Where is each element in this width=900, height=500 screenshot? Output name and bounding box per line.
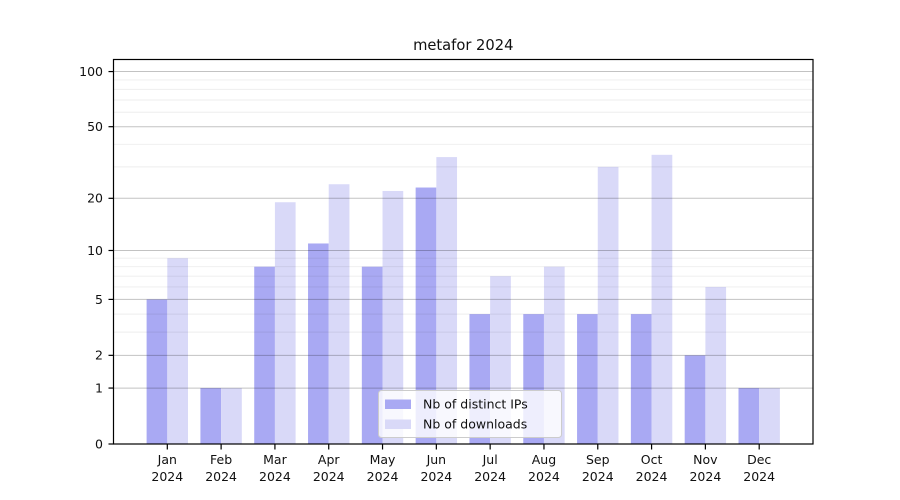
bar-ips-nov (684, 355, 706, 444)
x-tick-label-aug: Aug (532, 452, 556, 467)
legend-label-downloads: Nb of downloads (423, 417, 527, 432)
legend-swatch-ips (385, 399, 411, 409)
bar-ips-feb (200, 388, 222, 444)
x-tick-label-oct-year: 2024 (636, 469, 668, 484)
bar-ips-apr (308, 243, 329, 444)
x-tick-label-apr-year: 2024 (313, 469, 345, 484)
legend-label-ips: Nb of distinct IPs (423, 397, 528, 412)
y-tick-label-100: 100 (79, 64, 103, 79)
x-tick-label-jan-year: 2024 (151, 469, 183, 484)
x-tick-label-feb: Feb (210, 452, 232, 467)
bar-ips-mar (254, 266, 275, 444)
x-tick-label-nov: Nov (693, 452, 718, 467)
y-tick-label-5: 5 (95, 292, 103, 307)
y-tick-label-1: 1 (95, 380, 103, 395)
chart-title: metafor 2024 (413, 37, 513, 54)
x-tick-label-may: May (370, 452, 396, 467)
x-tick-label-may-year: 2024 (367, 469, 399, 484)
x-tick-label-nov-year: 2024 (689, 469, 721, 484)
axis-frame (112, 58, 814, 445)
x-tick-label-jun: Jun (426, 452, 447, 467)
x-tick-label-mar: Mar (263, 452, 287, 467)
bar-downloads-dec (759, 388, 780, 444)
bar-ips-jan (146, 299, 168, 444)
bar-downloads-apr (328, 184, 350, 444)
y-tick-label-0: 0 (95, 436, 103, 451)
x-tick-label-jan: Jan (157, 452, 177, 467)
bar-downloads-nov (705, 286, 727, 444)
bar-ips-oct (630, 314, 652, 444)
legend: Nb of distinct IPs Nb of downloads (378, 390, 562, 438)
bar-ips-dec (738, 388, 760, 444)
bar-ips-sep (577, 314, 598, 444)
bar-ips-may (361, 266, 383, 444)
bar-downloads-sep (597, 166, 619, 444)
y-tick-label-20: 20 (87, 191, 103, 206)
y-tick-label-50: 50 (87, 119, 103, 134)
x-tick-label-oct: Oct (641, 452, 663, 467)
x-tick-label-jul-year: 2024 (474, 469, 506, 484)
bar-downloads-may (382, 190, 404, 444)
bar-downloads-jun (436, 157, 458, 444)
x-tick-label-mar-year: 2024 (259, 469, 291, 484)
x-tick-label-sep-year: 2024 (582, 469, 614, 484)
bar-downloads-feb (221, 388, 242, 444)
bar-ips-jun (415, 187, 437, 444)
x-tick-label-jun-year: 2024 (420, 469, 452, 484)
x-tick-label-aug-year: 2024 (528, 469, 560, 484)
legend-box (378, 390, 562, 438)
legend-swatch-downloads (385, 419, 411, 429)
y-tick-label-2: 2 (95, 348, 103, 363)
x-tick-label-dec: Dec (747, 452, 771, 467)
y-tick-label-10: 10 (87, 243, 103, 258)
x-tick-label-jul: Jul (482, 452, 498, 467)
x-tick-label-dec-year: 2024 (743, 469, 775, 484)
bar-downloads-oct (651, 154, 673, 444)
x-tick-label-sep: Sep (586, 452, 610, 467)
bar-downloads-jan (167, 258, 189, 444)
x-tick-label-apr: Apr (318, 452, 340, 467)
bar-downloads-mar (274, 202, 296, 444)
x-tick-label-feb-year: 2024 (205, 469, 237, 484)
